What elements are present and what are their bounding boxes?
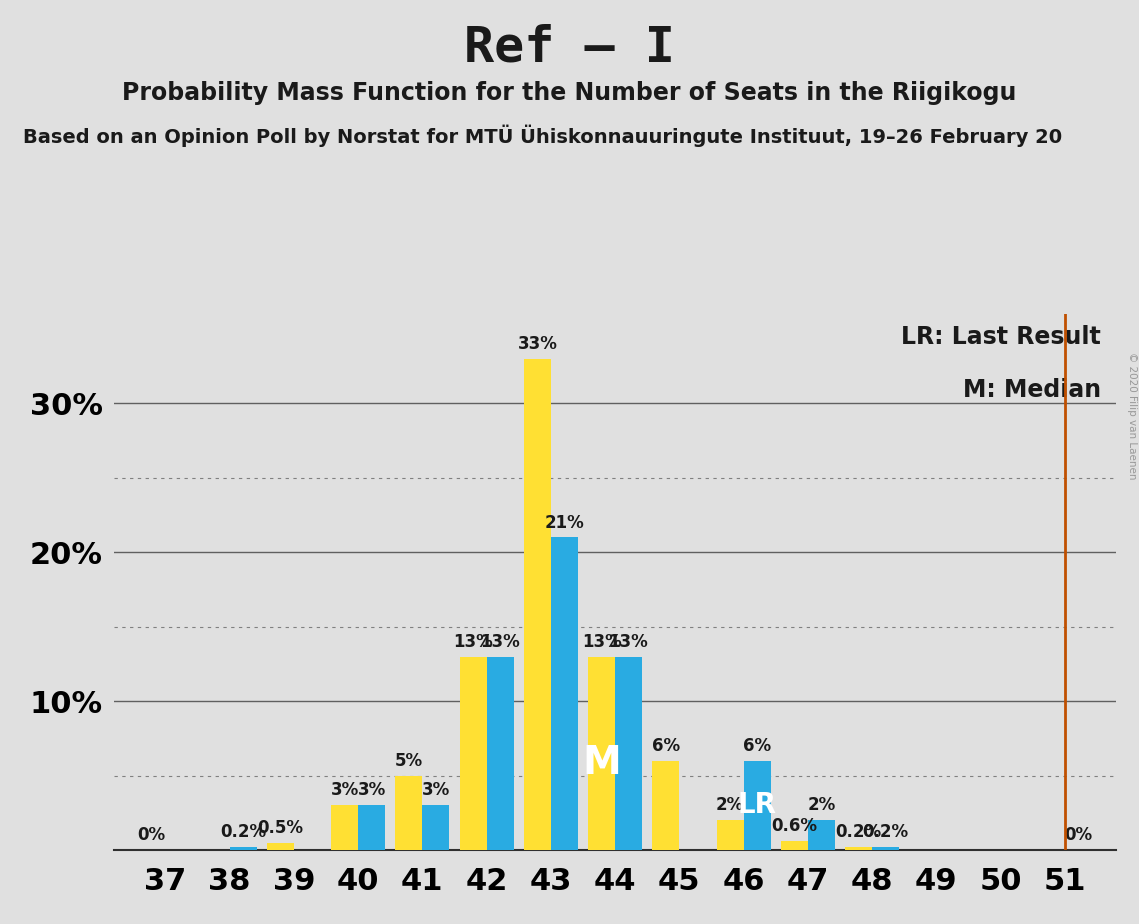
Bar xyxy=(486,657,514,850)
Text: 6%: 6% xyxy=(652,736,680,755)
Text: 0.2%: 0.2% xyxy=(220,823,267,841)
Text: 0%: 0% xyxy=(138,826,166,845)
Bar xyxy=(781,841,808,850)
Bar xyxy=(808,821,835,850)
Bar xyxy=(744,760,771,850)
Bar xyxy=(331,806,358,850)
Text: 0%: 0% xyxy=(1064,826,1092,845)
Text: Probability Mass Function for the Number of Seats in the Riigikogu: Probability Mass Function for the Number… xyxy=(122,81,1017,105)
Bar xyxy=(524,359,551,850)
Text: 2%: 2% xyxy=(716,796,744,814)
Text: 0.2%: 0.2% xyxy=(836,823,882,841)
Text: 13%: 13% xyxy=(608,633,648,650)
Text: © 2020 Filip van Laenen: © 2020 Filip van Laenen xyxy=(1126,352,1137,480)
Bar xyxy=(615,657,642,850)
Text: 2%: 2% xyxy=(808,796,835,814)
Text: Based on an Opinion Poll by Norstat for MTÜ Ühiskonnauuringute Instituut, 19–26 : Based on an Opinion Poll by Norstat for … xyxy=(23,125,1062,147)
Bar xyxy=(423,806,449,850)
Bar xyxy=(395,775,423,850)
Text: 3%: 3% xyxy=(330,782,359,799)
Bar xyxy=(845,847,872,850)
Text: 6%: 6% xyxy=(743,736,771,755)
Bar xyxy=(716,821,744,850)
Text: LR: Last Result: LR: Last Result xyxy=(901,325,1101,349)
Text: 13%: 13% xyxy=(582,633,622,650)
Text: 5%: 5% xyxy=(395,752,423,770)
Text: Ref – I: Ref – I xyxy=(464,23,675,71)
Bar xyxy=(358,806,385,850)
Bar xyxy=(588,657,615,850)
Bar xyxy=(459,657,486,850)
Text: 0.2%: 0.2% xyxy=(862,823,909,841)
Text: M: M xyxy=(582,744,621,782)
Text: 33%: 33% xyxy=(517,334,557,353)
Bar xyxy=(872,847,899,850)
Text: 3%: 3% xyxy=(421,782,450,799)
Text: 0.6%: 0.6% xyxy=(771,817,818,835)
Text: 21%: 21% xyxy=(544,514,584,531)
Bar xyxy=(551,538,577,850)
Text: M: Median: M: Median xyxy=(964,379,1101,403)
Text: LR: LR xyxy=(738,792,777,820)
Text: 13%: 13% xyxy=(453,633,493,650)
Text: 13%: 13% xyxy=(481,633,519,650)
Bar xyxy=(267,843,294,850)
Bar xyxy=(230,847,256,850)
Text: 3%: 3% xyxy=(358,782,386,799)
Text: 0.5%: 0.5% xyxy=(257,819,303,837)
Bar xyxy=(653,760,679,850)
